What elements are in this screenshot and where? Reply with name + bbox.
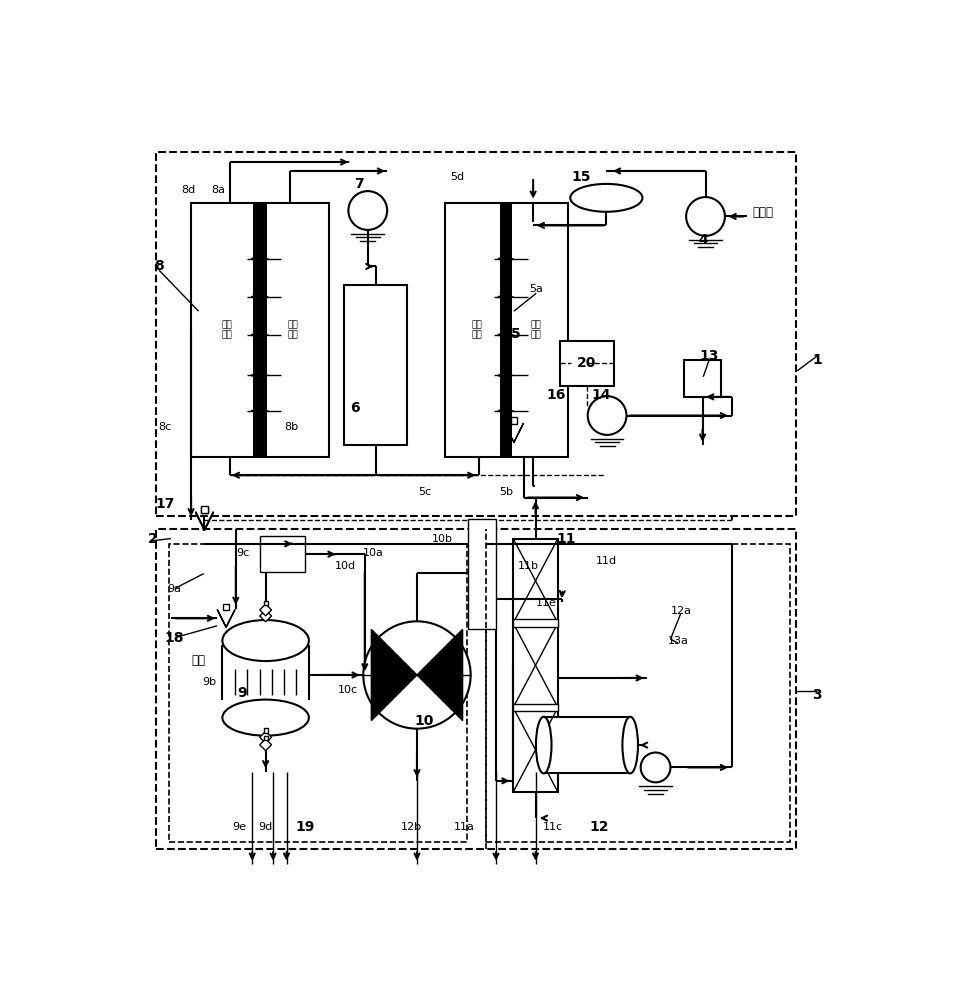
Text: 10c: 10c xyxy=(337,685,357,695)
Text: 11a: 11a xyxy=(454,822,475,832)
Text: 8d: 8d xyxy=(182,185,196,195)
Text: 11b: 11b xyxy=(518,561,539,571)
Bar xyxy=(500,203,511,457)
Bar xyxy=(683,360,721,397)
Bar xyxy=(259,731,271,743)
Text: 8a: 8a xyxy=(211,185,226,195)
Text: 12: 12 xyxy=(588,820,608,834)
Text: 11: 11 xyxy=(555,532,576,546)
Text: 8c: 8c xyxy=(159,422,171,432)
Text: 5a: 5a xyxy=(529,284,543,294)
Text: 5d: 5d xyxy=(450,172,464,182)
Ellipse shape xyxy=(222,620,308,661)
Text: 9a: 9a xyxy=(167,584,181,594)
Text: 5: 5 xyxy=(510,327,520,341)
Bar xyxy=(201,507,208,513)
Ellipse shape xyxy=(570,184,642,212)
Bar xyxy=(253,203,266,457)
Polygon shape xyxy=(504,423,523,442)
Text: 12b: 12b xyxy=(400,822,421,832)
Text: 10b: 10b xyxy=(431,534,453,544)
Bar xyxy=(156,152,795,516)
Text: 2: 2 xyxy=(147,532,157,546)
Text: 17: 17 xyxy=(155,497,175,511)
Polygon shape xyxy=(217,609,234,627)
Text: 11e: 11e xyxy=(535,598,556,608)
Text: 13a: 13a xyxy=(667,636,688,646)
Text: 18: 18 xyxy=(164,631,185,645)
Ellipse shape xyxy=(535,717,551,773)
Text: 6: 6 xyxy=(350,401,359,415)
Text: 19: 19 xyxy=(295,820,314,834)
Bar xyxy=(259,610,271,622)
Text: 原料
液侧: 原料 液侧 xyxy=(287,320,298,339)
Polygon shape xyxy=(195,512,213,530)
Circle shape xyxy=(587,396,626,435)
Text: 1: 1 xyxy=(812,353,822,367)
Bar xyxy=(259,604,271,616)
Bar xyxy=(263,736,267,740)
Bar xyxy=(260,536,305,572)
Text: 8: 8 xyxy=(154,259,163,273)
Text: 10d: 10d xyxy=(334,561,356,571)
Text: 11c: 11c xyxy=(542,822,562,832)
Text: 9c: 9c xyxy=(236,548,250,558)
Text: 汲取
液侧: 汲取 液侧 xyxy=(471,320,481,339)
Text: 7: 7 xyxy=(354,177,363,191)
Bar xyxy=(263,728,267,733)
Bar xyxy=(201,506,208,513)
Text: 15: 15 xyxy=(571,170,590,184)
Bar xyxy=(512,619,557,627)
Circle shape xyxy=(640,753,670,782)
Text: 9: 9 xyxy=(236,686,246,700)
Circle shape xyxy=(363,621,470,729)
Text: 5b: 5b xyxy=(499,487,513,497)
Text: 9e: 9e xyxy=(233,822,246,832)
Text: 10a: 10a xyxy=(363,548,383,558)
Bar xyxy=(156,529,795,849)
Bar xyxy=(444,203,567,457)
Text: 8b: 8b xyxy=(284,422,299,432)
Ellipse shape xyxy=(622,717,637,773)
Bar xyxy=(168,544,466,842)
Bar xyxy=(263,607,267,611)
Bar xyxy=(222,641,308,700)
Bar xyxy=(510,417,517,424)
Text: 12a: 12a xyxy=(670,606,691,616)
Text: 蒸汽: 蒸汽 xyxy=(191,654,206,667)
Text: 14: 14 xyxy=(591,388,610,402)
Bar xyxy=(191,203,329,457)
Polygon shape xyxy=(416,629,462,721)
Bar xyxy=(259,739,271,751)
Bar xyxy=(263,601,267,605)
Bar xyxy=(512,704,557,711)
Text: 11d: 11d xyxy=(595,556,616,566)
Text: 9d: 9d xyxy=(259,822,273,832)
Text: 返排液: 返排液 xyxy=(752,206,773,219)
Circle shape xyxy=(348,191,386,230)
Text: 9b: 9b xyxy=(203,677,216,687)
Text: 20: 20 xyxy=(577,356,596,370)
Text: 汲取
液侧: 汲取 液侧 xyxy=(221,320,232,339)
Polygon shape xyxy=(371,629,416,721)
Bar xyxy=(344,285,407,445)
Bar xyxy=(543,717,629,773)
Text: 3: 3 xyxy=(812,688,822,702)
Text: 13: 13 xyxy=(699,349,718,363)
Text: 10: 10 xyxy=(414,714,433,728)
Bar xyxy=(485,544,789,842)
Text: 5c: 5c xyxy=(417,487,431,497)
Text: 原料
液侧: 原料 液侧 xyxy=(530,320,540,339)
Text: 4: 4 xyxy=(698,233,707,247)
Bar xyxy=(559,341,613,386)
Text: 16: 16 xyxy=(546,388,565,402)
Ellipse shape xyxy=(222,700,308,736)
Bar xyxy=(512,539,557,792)
Circle shape xyxy=(685,197,725,236)
Bar xyxy=(467,519,496,629)
Polygon shape xyxy=(195,512,213,530)
Bar xyxy=(223,604,229,610)
